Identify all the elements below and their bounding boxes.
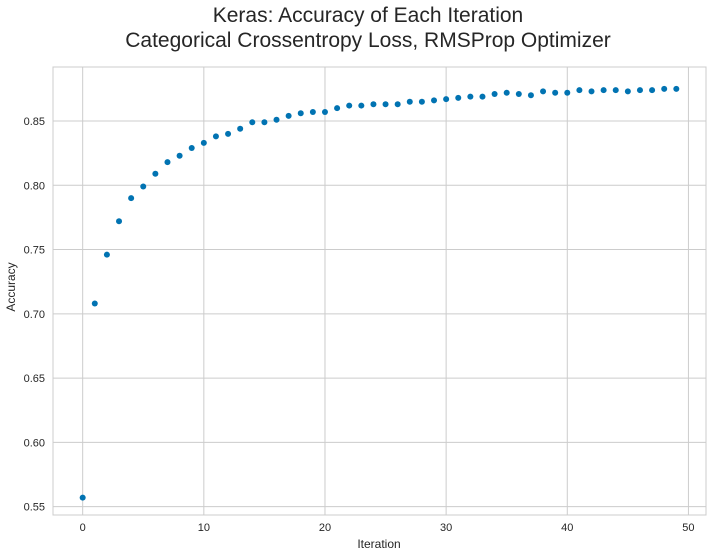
data-point [467, 93, 474, 100]
x-tick-label: 30 [440, 522, 452, 534]
data-point [212, 133, 219, 140]
plot-area-frame [52, 66, 707, 516]
x-tick-label: 40 [561, 522, 573, 534]
data-point [564, 89, 571, 96]
data-point [491, 90, 498, 97]
data-point [673, 85, 680, 92]
data-point [309, 108, 316, 115]
data-point [91, 300, 98, 307]
data-point [479, 93, 486, 100]
data-point [636, 87, 643, 94]
data-point [406, 98, 413, 105]
data-point [285, 112, 292, 119]
y-tick-label: 0.75 [24, 245, 45, 257]
data-point [103, 251, 110, 258]
data-point [552, 89, 559, 96]
data-point [128, 195, 135, 202]
data-point [612, 87, 619, 94]
data-point [624, 88, 631, 95]
data-point [346, 102, 353, 109]
x-tick-label: 0 [80, 522, 86, 534]
data-point [297, 110, 304, 117]
data-point [188, 144, 195, 151]
y-tick-label: 0.80 [24, 180, 45, 192]
x-tick-label: 20 [319, 522, 331, 534]
data-point [540, 88, 547, 95]
data-point [382, 101, 389, 108]
data-point [503, 89, 510, 96]
data-point [431, 97, 438, 104]
data-point [649, 87, 656, 94]
y-tick-label: 0.55 [24, 502, 45, 514]
data-point [237, 125, 244, 132]
data-point [515, 90, 522, 97]
data-point [249, 119, 256, 126]
data-point [443, 96, 450, 103]
data-point [140, 183, 147, 190]
data-point [116, 218, 123, 225]
y-axis-label: Accuracy [4, 262, 18, 311]
y-tick-label: 0.60 [24, 437, 45, 449]
data-point [273, 116, 280, 123]
x-tick-label: 10 [198, 522, 210, 534]
data-point [152, 170, 159, 177]
data-point [200, 139, 207, 146]
data-point [321, 108, 328, 115]
data-point [261, 119, 268, 126]
grid-lines [53, 67, 706, 515]
data-point [164, 159, 171, 166]
y-tick-label: 0.85 [24, 116, 45, 128]
data-point [600, 87, 607, 94]
data-point [527, 92, 534, 99]
data-point [394, 101, 401, 108]
data-point [79, 494, 86, 501]
data-point [455, 94, 462, 101]
data-point [225, 130, 232, 137]
data-point [370, 101, 377, 108]
axis-ticks: 0 10 20 30 40 50 0.55 0.60 0.65 0.70 0.75 0.80 0.85 [24, 116, 695, 534]
data-point [176, 152, 183, 159]
x-tick-label: 50 [682, 522, 694, 534]
data-point [588, 88, 595, 95]
data-points [79, 85, 680, 501]
y-tick-label: 0.65 [24, 373, 45, 385]
y-tick-label: 0.70 [24, 309, 45, 321]
chart-subtitle: Categorical Crossentropy Loss, RMSProp O… [125, 29, 611, 52]
chart-title: Keras: Accuracy of Each Iteration [213, 4, 524, 27]
data-point [661, 85, 668, 92]
data-point [358, 102, 365, 109]
data-point [418, 98, 425, 105]
x-axis-label: Iteration [357, 537, 400, 551]
data-point [334, 105, 341, 112]
data-point [576, 87, 583, 94]
